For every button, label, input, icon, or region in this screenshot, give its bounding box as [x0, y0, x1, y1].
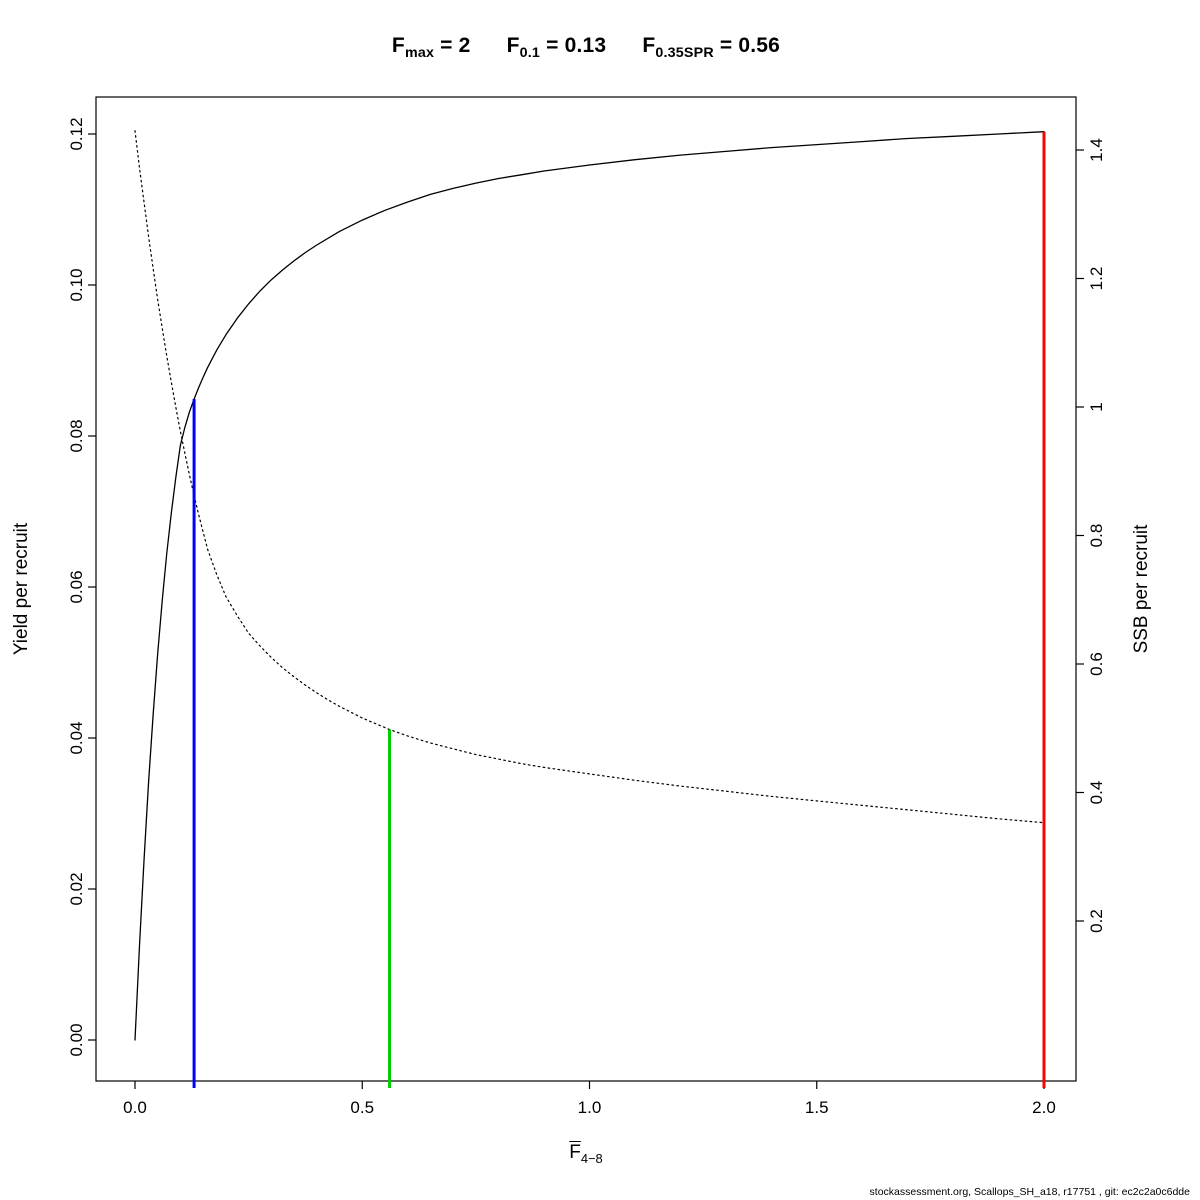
left-axis-tick-label: 0.00: [67, 1023, 86, 1056]
yield-curve: [134, 131, 1045, 1041]
right-axis-tick-label: 1.4: [1087, 138, 1106, 162]
left-axis-tick-label: 0.02: [67, 872, 86, 905]
left-axis-tick-label: 0.10: [67, 268, 86, 301]
footer-credit: stockassessment.org, Scallops_SH_a18, r1…: [869, 1186, 1190, 1198]
f01-eq: = 0.13: [540, 34, 607, 57]
right-axis-tick-label: 1: [1087, 402, 1106, 411]
fmax-eq: = 2: [434, 34, 471, 57]
f01-annotation: F0.1 = 0.13: [506, 34, 607, 61]
left-axis-tick-label: 0.06: [67, 570, 86, 603]
f01-sub: 0.1: [519, 45, 541, 62]
f035spr-sub: 0.35SPR: [655, 45, 714, 62]
right-axis-tick-label: 0.6: [1087, 652, 1106, 676]
f035spr-eq: = 0.56: [713, 34, 781, 57]
left-axis-tick-label: 0.08: [67, 419, 86, 452]
x-axis-title: F4−8: [96, 1142, 1076, 1166]
x-axis-tick-label: 1.0: [578, 1098, 602, 1117]
f035spr-base: F: [642, 34, 656, 57]
right-axis-tick-label: 0.2: [1087, 909, 1106, 933]
x-axis-tick-label: 0.5: [350, 1098, 374, 1117]
left-axis-title: Yield per recruit: [11, 522, 32, 656]
ssb-curve: [134, 130, 1045, 824]
right-axis-title: SSB per recruit: [1131, 524, 1152, 654]
fmax-annotation: Fmax = 2: [391, 34, 471, 61]
right-axis-tick-label: 0.8: [1087, 524, 1106, 548]
plot-box: [95, 96, 1077, 1082]
left-axis-tick-label: 0.04: [67, 721, 86, 754]
fmax-base: F: [391, 34, 405, 57]
f035spr-annotation: F0.35SPR = 0.56: [642, 34, 781, 61]
x-axis-tick-label: 1.5: [805, 1098, 829, 1117]
x-axis-title-sub: 4−8: [580, 1150, 603, 1166]
f01-base: F: [506, 34, 520, 57]
x-axis-tick-label: 0.0: [123, 1098, 147, 1117]
x-axis-tick-label: 2.0: [1032, 1098, 1056, 1117]
fmax-sub: max: [404, 45, 435, 62]
plot-title: Fmax = 2 F0.1 = 0.13 F0.35SPR = 0.56: [96, 34, 1076, 61]
right-axis-tick-label: 0.4: [1087, 781, 1106, 805]
right-axis-tick-label: 1.2: [1087, 267, 1106, 291]
left-axis-tick-label: 0.12: [67, 117, 86, 150]
x-axis-title-fbar: F: [569, 1142, 581, 1163]
